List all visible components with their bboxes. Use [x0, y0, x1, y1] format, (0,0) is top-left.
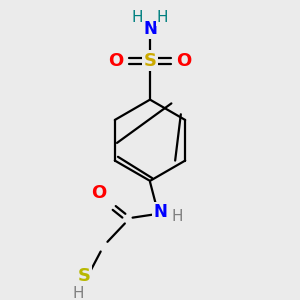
Text: S: S	[78, 267, 91, 285]
Text: H: H	[132, 10, 143, 25]
Text: O: O	[176, 52, 191, 70]
Text: N: N	[154, 203, 168, 221]
Text: O: O	[109, 52, 124, 70]
Text: N: N	[143, 20, 157, 38]
Text: O: O	[91, 184, 106, 202]
Text: H: H	[157, 10, 168, 25]
Text: H: H	[73, 286, 84, 300]
Text: H: H	[171, 209, 183, 224]
Text: S: S	[143, 52, 157, 70]
